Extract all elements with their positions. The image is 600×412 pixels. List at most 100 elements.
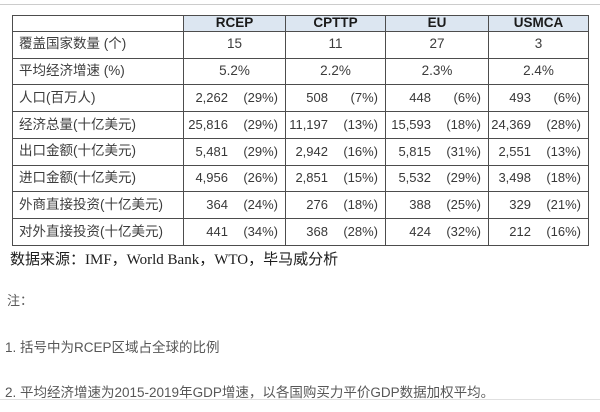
cell-number: 2,262 [195, 90, 228, 106]
cell-number: 3,498 [498, 170, 531, 186]
cell-value: 4,956 (26%) [183, 164, 286, 193]
cell-number: 5,532 [398, 170, 431, 186]
row-label: 进口金额(十亿美元) [12, 164, 184, 193]
cell-number: 2.4% [523, 63, 554, 79]
cell-value: 212 (16%) [488, 218, 589, 246]
cell-number: 364 [206, 197, 228, 213]
cell-percent: (16%) [546, 223, 581, 239]
cell-percent: (18%) [446, 116, 481, 132]
cell-percent: (24%) [243, 197, 278, 213]
table-row-countries: 覆盖国家数量 (个) 15 11 27 3 [12, 30, 589, 59]
cell-value: 5.2% [183, 57, 286, 86]
cell-number: 11,197 [289, 116, 328, 132]
cell-number: 4,956 [195, 170, 228, 186]
row-label: 对外直接投资(十亿美元) [12, 218, 184, 246]
cell-value: 11 [285, 30, 386, 59]
cell-value: 368 (28%) [285, 218, 386, 246]
cell-value: 493 (6%) [488, 84, 589, 113]
cell-number: 25,816 [188, 116, 228, 132]
cell-value: 329 (21%) [488, 191, 589, 220]
cell-value: 5,481 (29%) [183, 137, 286, 166]
cell-percent: (29%) [243, 143, 278, 159]
cell-value: 15,593 (18%) [385, 111, 489, 139]
column-header-eu: EU [385, 15, 489, 32]
cell-number: 2.3% [421, 63, 453, 79]
cell-percent: (28%) [546, 116, 581, 132]
cell-number: 424 [409, 223, 431, 239]
data-source-line: 数据来源：IMF，World Bank，WTO，毕马威分析 [10, 252, 339, 268]
cell-value: 27 [385, 30, 489, 59]
cell-percent: (29%) [243, 90, 278, 106]
cell-value: 24,369 (28%) [488, 111, 589, 139]
row-label: 外商直接投资(十亿美元) [12, 191, 184, 220]
cell-percent: (31%) [446, 143, 481, 159]
cell-value: 424 (32%) [385, 218, 489, 246]
cell-percent: (21%) [546, 197, 581, 213]
cell-number: 15,593 [391, 116, 431, 132]
cell-number: 5.2% [219, 63, 250, 79]
cell-value: 5,815 (31%) [385, 137, 489, 166]
cell-value: 15 [183, 30, 286, 59]
table-row-gdp: 经济总量(十亿美元) 25,816 (29%) 11,197 (13%) 15,59… [12, 111, 589, 139]
cell-value: 364 (24%) [183, 191, 286, 220]
note-1: 1. 括号中为RCEP区域占全球的比例 [5, 340, 220, 355]
cell-number: 493 [509, 90, 531, 106]
cell-value: 25,816 (29%) [183, 111, 286, 139]
column-header-rcep: RCEP [183, 15, 286, 32]
cell-percent: (7%) [350, 90, 378, 106]
cell-percent: (13%) [546, 143, 581, 159]
corner-cell [12, 15, 184, 32]
cell-percent: (25%) [446, 197, 481, 213]
cell-number: 368 [306, 223, 328, 239]
cell-value: 2.3% [385, 57, 489, 86]
cell-percent: (16%) [343, 143, 378, 159]
cell-percent: (6%) [453, 90, 481, 106]
cell-number: 388 [409, 197, 431, 213]
cell-number: 2,942 [295, 143, 328, 159]
top-divider [0, 4, 600, 5]
cell-value: 2,851 (15%) [285, 164, 386, 193]
row-label: 人口(百万人) [12, 84, 184, 113]
cell-number: 2,851 [295, 170, 328, 186]
cell-percent: (29%) [446, 170, 481, 186]
row-label: 出口金额(十亿美元) [12, 137, 184, 166]
cell-number: 276 [306, 197, 328, 213]
cell-number: 448 [409, 90, 431, 106]
cell-value: 11,197 (13%) [285, 111, 386, 139]
bottom-divider [0, 399, 600, 400]
cell-percent: (18%) [343, 197, 378, 213]
cell-number: 24,369 [491, 116, 531, 132]
table-row-growth: 平均经济增速 (%) 5.2% 2.2% 2.3% 2.4% [12, 57, 589, 86]
cell-value: 3,498 (18%) [488, 164, 589, 193]
column-header-usmca: USMCA [488, 15, 589, 32]
column-header-cpttp: CPTTP [285, 15, 386, 32]
row-label: 覆盖国家数量 (个) [12, 30, 184, 59]
cell-value: 2,551 (13%) [488, 137, 589, 166]
cell-percent: (32%) [446, 223, 481, 239]
cell-value: 5,532 (29%) [385, 164, 489, 193]
table-header-row: RCEP CPTTP EU USMCA [12, 15, 589, 32]
cell-value: 2,942 (16%) [285, 137, 386, 166]
cell-value: 441 (34%) [183, 218, 286, 246]
cell-percent: (15%) [343, 170, 378, 186]
cell-value: 388 (25%) [385, 191, 489, 220]
notes-label: 注： [7, 293, 34, 308]
cell-number: 2.2% [320, 63, 351, 79]
row-label: 经济总量(十亿美元) [12, 111, 184, 139]
cell-value: 448 (6%) [385, 84, 489, 113]
cell-number: 5,481 [195, 143, 228, 159]
cell-value: 508 (7%) [285, 84, 386, 113]
cell-number: 27 [429, 36, 445, 52]
cell-value: 2.2% [285, 57, 386, 86]
cell-number: 2,551 [498, 143, 531, 159]
cell-percent: (13%) [343, 116, 378, 132]
cell-number: 11 [328, 36, 343, 52]
cell-number: 212 [509, 223, 531, 239]
table-row-fdi-inward: 外商直接投资(十亿美元) 364 (24%) 276 (18%) 388 (25%) … [12, 191, 589, 220]
table-row-exports: 出口金额(十亿美元) 5,481 (29%) 2,942 (16%) 5,815 (3… [12, 137, 589, 166]
table-row-imports: 进口金额(十亿美元) 4,956 (26%) 2,851 (15%) 5,532 (2… [12, 164, 589, 193]
cell-number: 5,815 [398, 143, 431, 159]
comparison-table: RCEP CPTTP EU USMCA 覆盖国家数量 (个) 15 11 27 … [12, 15, 589, 246]
cell-percent: (26%) [243, 170, 278, 186]
